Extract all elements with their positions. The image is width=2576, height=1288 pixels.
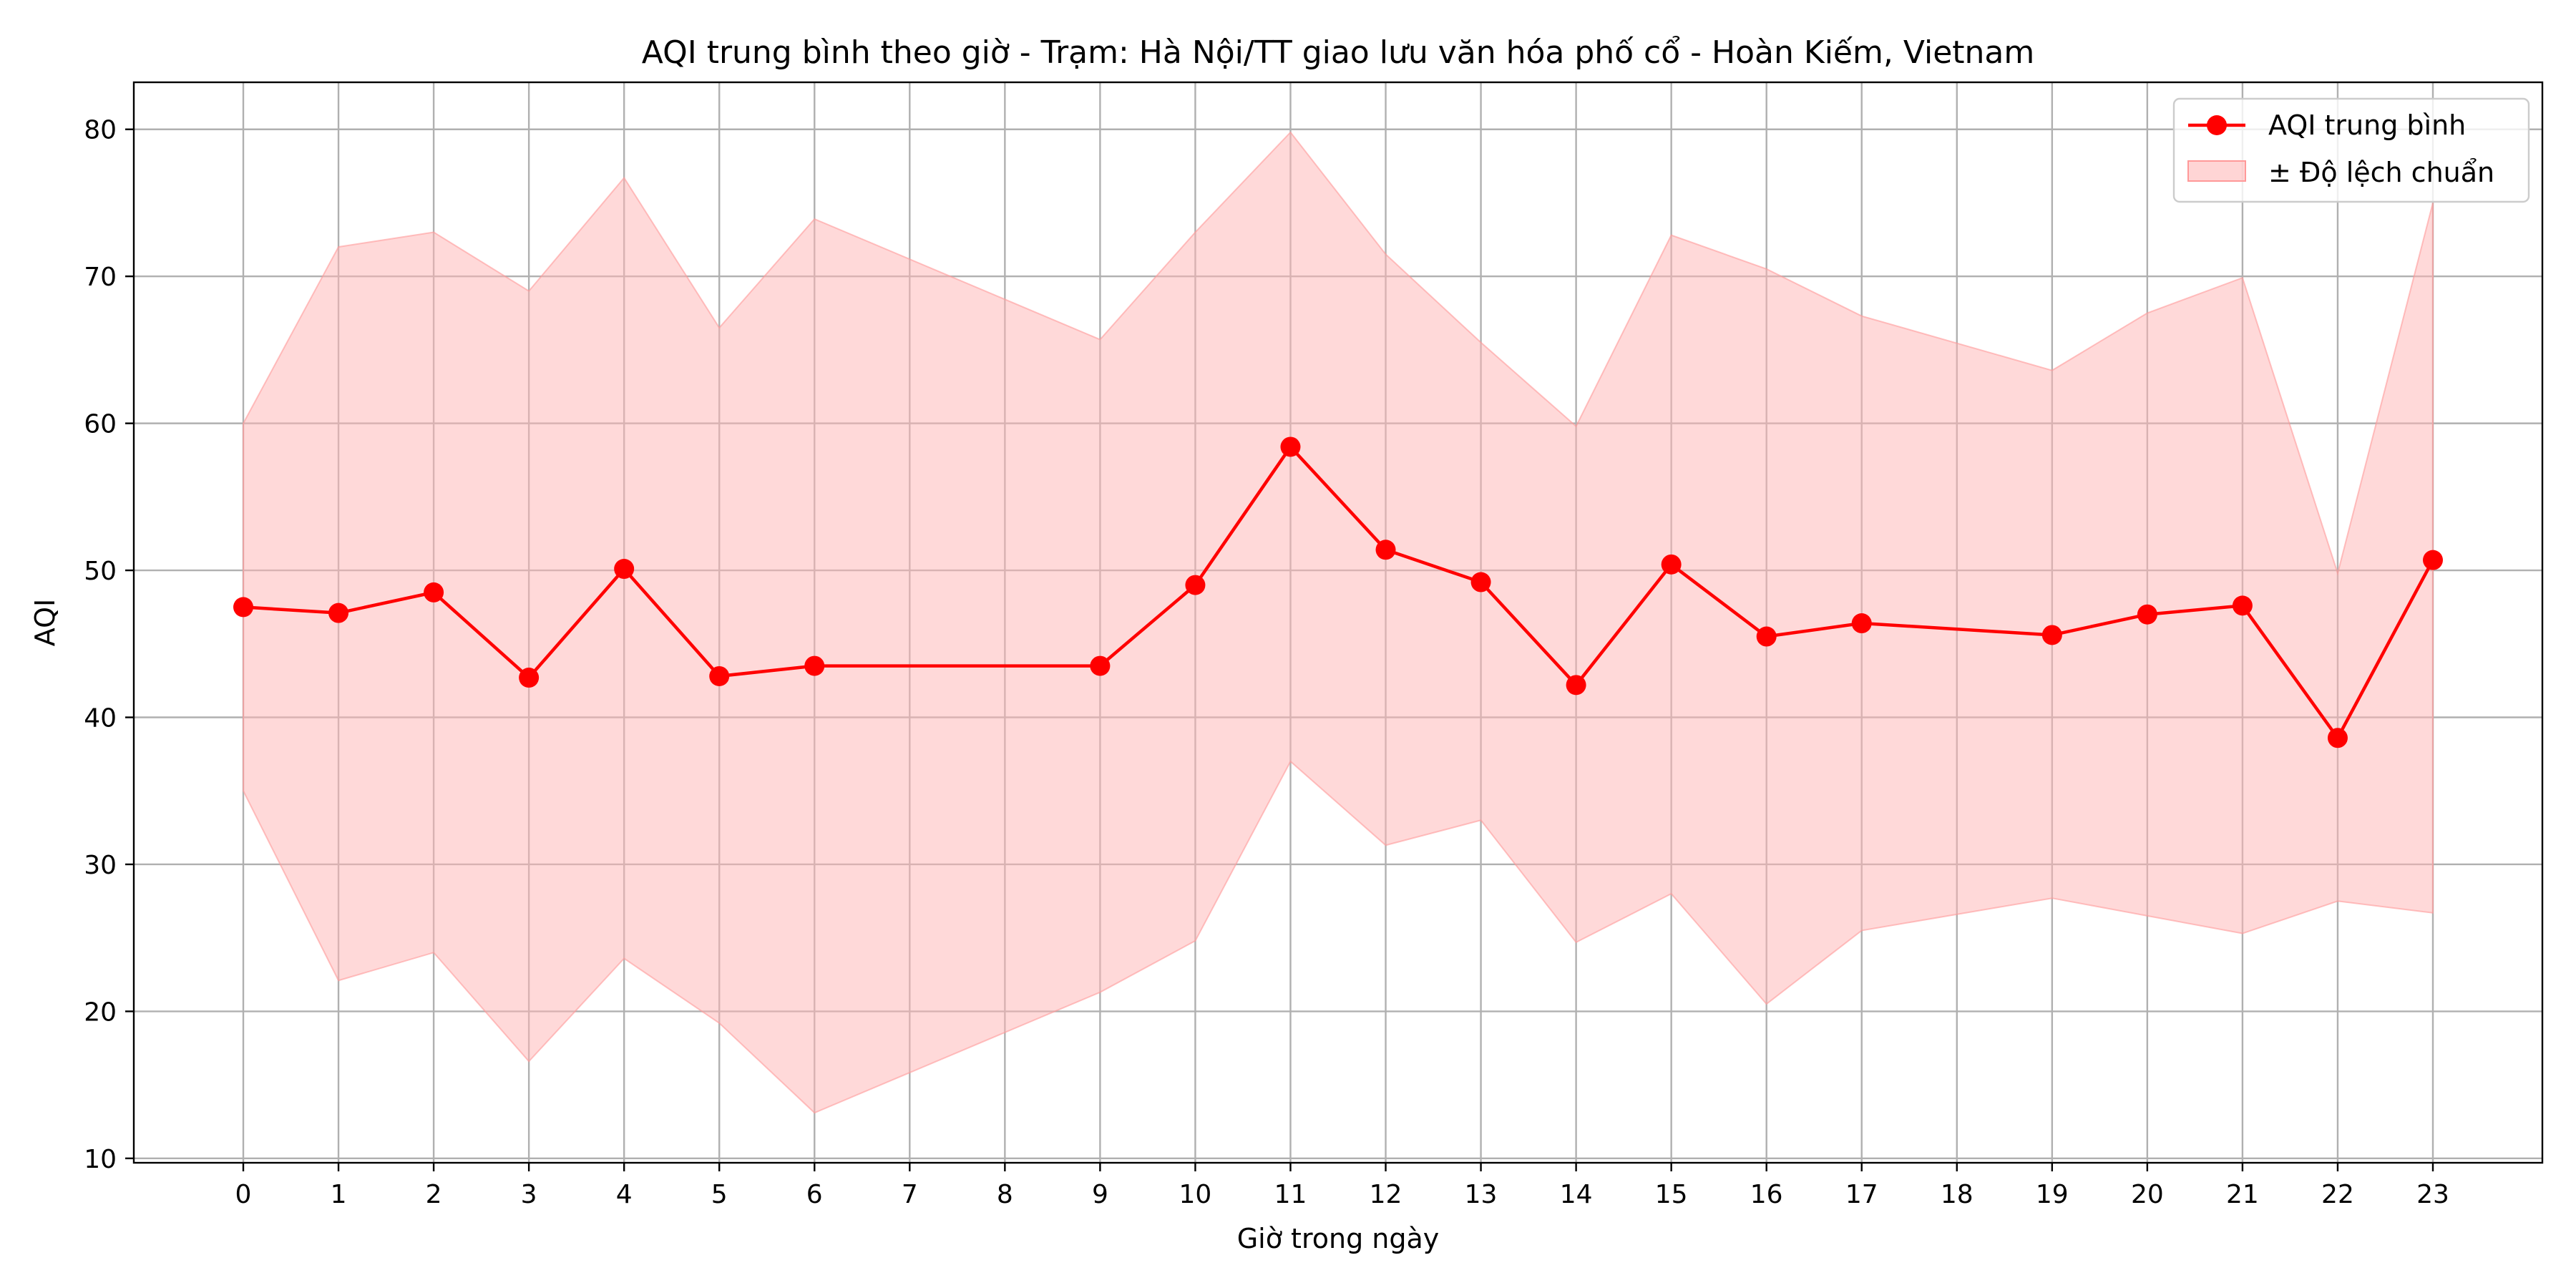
x-tick-label-16: 16 (1750, 1180, 1783, 1209)
y-ticks: 10 20 30 40 50 60 70 80 (84, 116, 134, 1174)
x-tick-label-12: 12 (1370, 1180, 1402, 1209)
plot-frame (132, 81, 2544, 1164)
y-tick-label-1: 20 (84, 997, 117, 1027)
data-point-hour-9 (1090, 655, 1111, 676)
legend-label-band: ± Độ lệch chuẩn (2268, 157, 2494, 188)
y-tick-label-2: 30 (84, 851, 117, 880)
data-point-hour-17 (1851, 613, 1872, 634)
data-point-hour-0 (233, 597, 253, 618)
y-tick-label-0: 10 (84, 1145, 117, 1174)
x-tick-label-1: 1 (331, 1180, 347, 1209)
x-tick-label-20: 20 (2131, 1180, 2164, 1209)
data-point-hour-15 (1661, 554, 1682, 575)
x-tick-label-3: 3 (521, 1180, 537, 1209)
data-point-hour-10 (1185, 575, 1206, 595)
x-tick-label-9: 9 (1092, 1180, 1108, 1209)
std-band-area (243, 131, 2434, 1114)
x-tick-label-5: 5 (711, 1180, 728, 1209)
x-tick-label-10: 10 (1179, 1180, 1212, 1209)
legend: AQI trung bình ± Độ lệch chuẩn (2172, 97, 2530, 203)
legend-box (2172, 97, 2530, 203)
data-point-hour-19 (2041, 625, 2062, 645)
data-point-hour-16 (1756, 626, 1777, 647)
std-band (243, 131, 2434, 1114)
data-point-hour-5 (709, 665, 730, 686)
data-point-hour-11 (1280, 436, 1301, 457)
y-tick-label-4: 50 (84, 557, 117, 586)
y-tick-label-7: 80 (84, 116, 117, 145)
x-tick-label-7: 7 (902, 1180, 918, 1209)
x-tick-label-22: 22 (2321, 1180, 2354, 1209)
x-tick-label-8: 8 (997, 1180, 1013, 1209)
x-tick-label-14: 14 (1560, 1180, 1593, 1209)
legend-band-swatch (2187, 160, 2246, 182)
y-tick-label-3: 40 (84, 704, 117, 733)
data-point-hour-2 (424, 582, 444, 602)
data-point-hour-6 (804, 655, 825, 676)
x-tick-label-15: 15 (1655, 1180, 1688, 1209)
x-tick-label-6: 6 (806, 1180, 823, 1209)
data-point-hour-13 (1470, 572, 1491, 592)
y-axis-label: AQI (29, 599, 61, 646)
x-tick-label-0: 0 (235, 1180, 252, 1209)
data-point-hour-3 (519, 668, 540, 688)
x-tick-label-23: 23 (2416, 1180, 2449, 1209)
legend-marker-swatch (2207, 115, 2227, 135)
x-tick-label-21: 21 (2226, 1180, 2259, 1209)
data-point-hour-4 (614, 559, 635, 580)
data-point-hour-14 (1566, 675, 1586, 696)
data-point-hour-1 (328, 602, 349, 623)
y-tick-label-6: 70 (84, 263, 117, 292)
x-ticks: 0 1 2 3 4 5 6 7 8 9 10 11 12 13 14 15 16 17 18 19 20 21 22 23 (235, 1163, 2449, 1209)
data-point-hour-21 (2232, 595, 2253, 616)
x-axis-label: Giờ trong ngày (1237, 1223, 1440, 1254)
data-point-hour-20 (2137, 604, 2157, 625)
data-point-hour-22 (2327, 728, 2348, 748)
x-tick-label-4: 4 (616, 1180, 633, 1209)
y-tick-label-5: 60 (84, 410, 117, 439)
x-tick-label-17: 17 (1845, 1180, 1878, 1209)
data-point-hour-12 (1375, 540, 1396, 560)
x-tick-label-11: 11 (1274, 1180, 1307, 1209)
x-tick-label-13: 13 (1465, 1180, 1498, 1209)
data-point-hour-23 (2423, 550, 2443, 570)
data-points (233, 436, 2443, 748)
chart-title: AQI trung bình theo giờ - Trạm: Hà Nội/T… (642, 34, 2034, 71)
x-tick-label-2: 2 (426, 1180, 442, 1209)
x-tick-label-19: 19 (2036, 1180, 2069, 1209)
x-tick-label-18: 18 (1941, 1180, 1974, 1209)
legend-label-mean: AQI trung bình (2268, 109, 2466, 141)
